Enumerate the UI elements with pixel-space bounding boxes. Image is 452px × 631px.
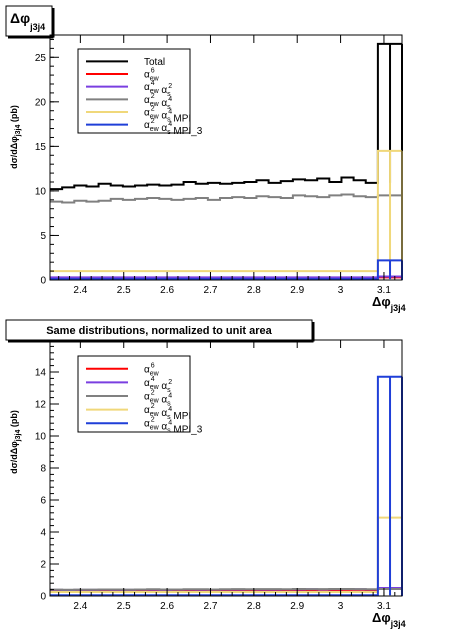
y-tick-label: 20: [35, 97, 47, 108]
y-tick-label: 0: [40, 276, 46, 287]
y-tick-label: 10: [35, 432, 47, 443]
y-axis-title: dσ/dΔφj3j4 (pb): [9, 410, 22, 474]
chart-2: Same distributions, normalized to unit a…: [5, 319, 406, 629]
title-frame: [5, 5, 53, 37]
legend-label-3: α4 ew α2 s: [144, 80, 172, 98]
chart-title-box: Δφj3j4: [5, 5, 55, 39]
x-tick-label: 2.8: [247, 285, 261, 296]
plot-frame: [49, 34, 403, 281]
series-line-5: [50, 149, 402, 273]
y-tick-label: 14: [35, 368, 47, 379]
x-tick-label: 2.9: [290, 601, 304, 612]
x-tick-label: 3.1: [377, 285, 391, 296]
x-tick-label: 2.5: [117, 601, 131, 612]
chart-title: Same distributions, normalized to unit a…: [46, 325, 272, 337]
x-tick-label: 2.4: [73, 285, 87, 296]
x-axis-title: Δφj3j4: [372, 610, 406, 629]
x-tick-label: 2.9: [290, 285, 304, 296]
x-tick-label: 3.1: [377, 601, 391, 612]
legend-frame: [77, 48, 191, 134]
legend-label-4: α2 ew α4 s MPI: [144, 403, 191, 422]
y-tick-label: 15: [35, 142, 47, 153]
y-tick-label: 12: [35, 400, 47, 411]
chart-1: Δφj3j4 2.4 2.5 2.6 2.7 2.8 2.9 3 3.1 0 5 10 15 20 25 Δφ…: [5, 5, 406, 313]
y-tick-label: 4: [40, 528, 46, 539]
x-tick-label: 2.7: [204, 601, 218, 612]
x-axis-title: Δφj3j4: [372, 294, 406, 313]
x-tick-label: 2.4: [73, 601, 87, 612]
chart-title-box: Same distributions, normalized to unit a…: [5, 319, 315, 343]
y-axis-title: dσ/dΔφj3j4 (pb): [9, 105, 22, 169]
chart-title: Δφj3j4: [10, 10, 45, 32]
legend-label-2: α4 ew α2 s: [144, 376, 172, 394]
y-tick-label: 2: [40, 560, 46, 571]
y-tick-label: 6: [40, 496, 46, 507]
legend-label-4: α2 ew α4 s: [144, 93, 172, 111]
legend-label-1: α6 ew: [144, 362, 160, 377]
legend-label-3: α2 ew α4 s: [144, 390, 172, 408]
x-tick-label: 2.6: [160, 601, 174, 612]
x-tick-label: 2.6: [160, 285, 174, 296]
x-tick-label: 2.5: [117, 285, 131, 296]
series-line-3: [50, 275, 402, 279]
x-tick-label: 2.8: [247, 601, 261, 612]
x-tick-label: 3: [338, 601, 344, 612]
y-tick-label: 10: [35, 186, 47, 197]
y-tick-label: 5: [40, 231, 46, 242]
series-line-3: [50, 587, 402, 591]
y-tick-label: 0: [40, 592, 46, 603]
legend-label-1: Total: [144, 57, 165, 68]
x-tick-label: 2.7: [204, 285, 218, 296]
y-tick-label: 8: [40, 464, 46, 475]
y-tick-label: 25: [35, 53, 47, 64]
legend-label-2: α6 ew: [144, 68, 160, 83]
legend-label-5: α2 ew α4 s MPI: [144, 106, 191, 125]
legend-label-5: α2 ew α4 s MPI_3: [144, 417, 203, 436]
legend-label-6: α2 ew α4 s MPI_3: [144, 118, 203, 137]
x-tick-label: 3: [338, 285, 344, 296]
